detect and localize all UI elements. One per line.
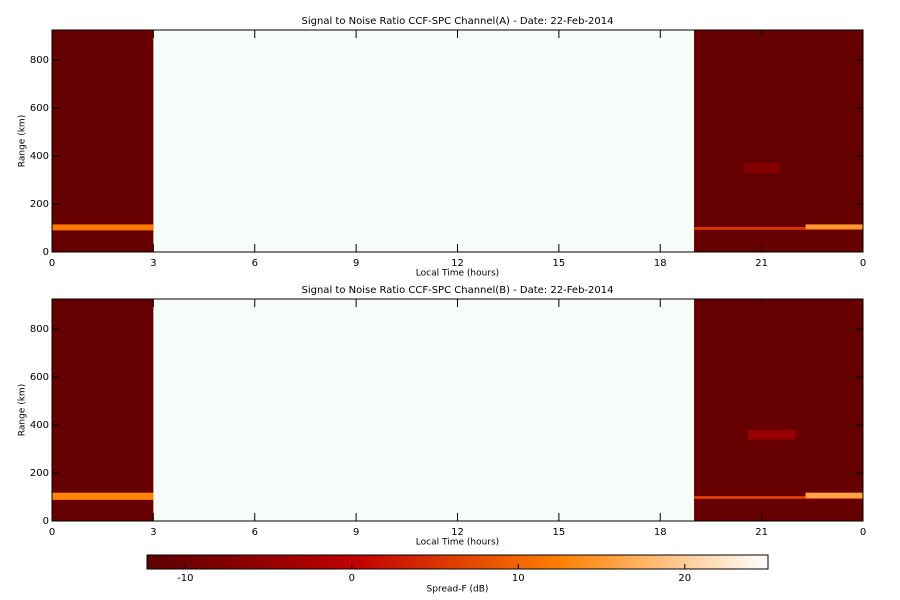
x-tick-label: 18 [654, 527, 667, 538]
x-tick-label: 3 [150, 258, 156, 269]
x-tick-label: 0 [860, 527, 866, 538]
y-tick-label: 200 [30, 199, 49, 210]
heatmap-cell [52, 299, 154, 521]
x-axis-label: Local Time (hours) [416, 269, 499, 279]
x-tick-label: 6 [252, 258, 258, 269]
y-tick-label: 400 [30, 151, 49, 162]
heatmap-cell [52, 492, 154, 500]
x-tick-label: 6 [252, 527, 258, 538]
heatmap-cell [805, 492, 863, 499]
x-tick-label: 21 [755, 527, 768, 538]
colorbar [146, 554, 769, 570]
x-tick-label: 3 [150, 527, 156, 538]
x-axis-label: Local Time (hours) [416, 538, 499, 548]
x-tick-label: 9 [353, 258, 359, 269]
heatmap-cell [694, 227, 863, 230]
heatmap-cell [694, 30, 863, 252]
heatmap-cell [748, 429, 796, 440]
chart-title: Signal to Noise Ratio CCF-SPC Channel(B)… [302, 285, 614, 296]
y-axis-label: Range (km) [18, 384, 28, 436]
x-tick-label: 12 [451, 527, 464, 538]
chart-title: Signal to Noise Ratio CCF-SPC Channel(A)… [302, 16, 614, 27]
x-tick-label: 18 [654, 258, 667, 269]
heatmap-cell [52, 224, 154, 231]
y-tick-label: 800 [30, 55, 49, 66]
x-tick-label: 12 [451, 258, 464, 269]
y-tick-label: 0 [43, 247, 49, 258]
y-tick-label: 400 [30, 420, 49, 431]
y-tick-label: 600 [30, 103, 49, 114]
colorbar-tick-label: 10 [512, 573, 525, 584]
y-tick-label: 600 [30, 372, 49, 383]
heatmap-cell [805, 224, 863, 230]
y-tick-label: 200 [30, 468, 49, 479]
x-tick-label: 15 [553, 527, 566, 538]
colorbar-tick-label: 0 [349, 573, 355, 584]
heatmap-cell [694, 299, 863, 521]
heatmap-cell [744, 163, 779, 173]
heatmap-cell [52, 30, 154, 252]
colorbar-tick-label: 20 [678, 573, 691, 584]
colorbar-label: Spread-F (dB) [427, 585, 489, 595]
x-tick-label: 21 [755, 258, 768, 269]
heatmap-cell [694, 496, 863, 499]
x-tick-label: 0 [49, 258, 55, 269]
x-tick-label: 0 [860, 258, 866, 269]
y-tick-label: 800 [30, 324, 49, 335]
x-tick-label: 9 [353, 527, 359, 538]
colorbar-tick-label: -10 [177, 573, 193, 584]
x-tick-label: 0 [49, 527, 55, 538]
y-tick-label: 0 [43, 516, 49, 527]
x-tick-label: 15 [553, 258, 566, 269]
y-axis-label: Range (km) [18, 115, 28, 167]
